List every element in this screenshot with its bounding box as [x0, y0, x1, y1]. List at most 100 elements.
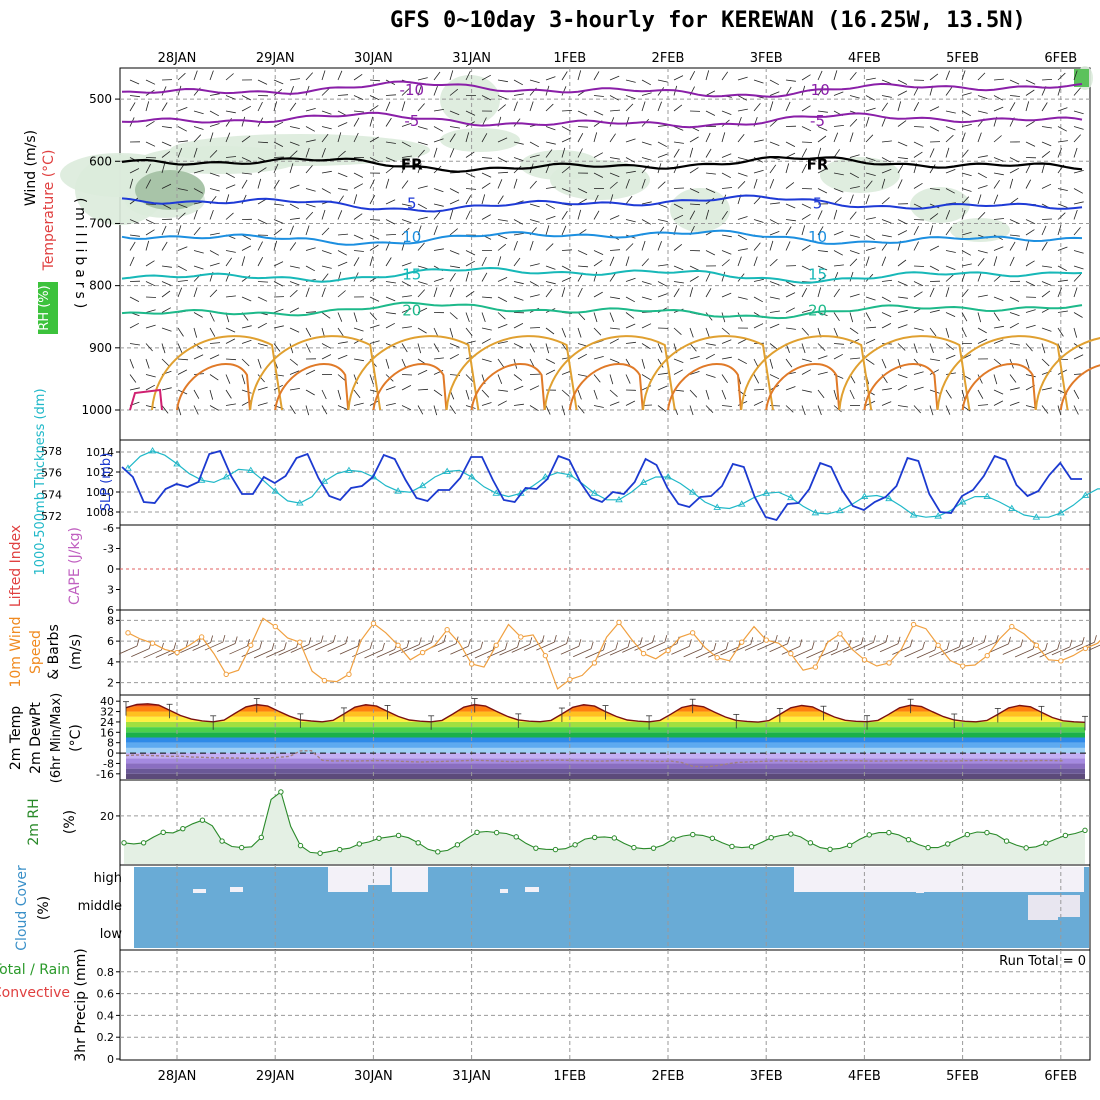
- wind-barb: [1073, 147, 1078, 158]
- wind-barb-flag: [247, 638, 250, 647]
- wind-barb-flag: [185, 640, 189, 648]
- wind-barb: [769, 323, 780, 329]
- wind-barb: [257, 167, 267, 174]
- wind-barb: [609, 249, 621, 251]
- wind-barb: [689, 147, 694, 158]
- wind-speed-point: [788, 650, 794, 657]
- wind-barb: [801, 74, 811, 81]
- wind-barb: [289, 126, 300, 129]
- wind-barb: [753, 139, 764, 143]
- wind-barb: [993, 106, 1004, 112]
- wind-barb: [145, 101, 150, 112]
- wind-barb: [225, 95, 236, 100]
- wind-barb: [337, 122, 348, 127]
- wind-barb: [641, 101, 646, 112]
- wind-barb: [401, 308, 412, 313]
- wind-barb: [705, 132, 711, 143]
- wind-barb-10m: [867, 641, 886, 651]
- wind-barb-flag: [639, 637, 643, 645]
- wind-barb: [817, 110, 828, 113]
- wind-barb: [497, 234, 508, 240]
- wind-barb: [721, 327, 730, 335]
- pressure-tick-label: 500: [89, 92, 112, 106]
- wind-barb: [193, 70, 198, 81]
- wind-barb: [1009, 322, 1019, 329]
- wind-barb: [257, 79, 268, 85]
- date-label-bottom: 1FEB: [553, 1069, 586, 1084]
- wind-barb: [481, 256, 487, 267]
- wind-barb: [705, 374, 716, 378]
- wind-barb-10m: [474, 649, 494, 659]
- cloud-cell-high: [328, 867, 368, 892]
- wind-barb: [145, 281, 156, 287]
- wind-barb: [337, 261, 348, 267]
- wind-barb: [1041, 163, 1046, 174]
- wind-barb: [737, 157, 748, 161]
- wind-barb: [225, 257, 233, 267]
- wind-barb-10m: [462, 648, 481, 658]
- thickness-point: [148, 447, 157, 454]
- wind-barb-flag: [983, 635, 987, 643]
- wind-barb: [321, 126, 332, 130]
- wind-barb: [657, 405, 667, 412]
- rh-point: [140, 840, 147, 846]
- wind-barb: [913, 343, 918, 354]
- wind-barb: [1041, 126, 1052, 129]
- wind-barb: [161, 225, 167, 236]
- wind-barb: [785, 307, 795, 313]
- wind-barb-10m: [204, 641, 224, 651]
- wind-barb: [977, 110, 988, 114]
- cloud-cell-high: [525, 887, 539, 892]
- wind-barb: [977, 404, 989, 406]
- wind-barb: [513, 141, 524, 145]
- wind-barb: [705, 389, 710, 400]
- wind-barb: [961, 263, 972, 267]
- wind-barb: [513, 233, 524, 236]
- wind-barb: [929, 164, 936, 174]
- wind-barb: [1057, 287, 1062, 298]
- wind-barb: [625, 243, 634, 251]
- wind-barb: [961, 132, 966, 143]
- wind-barb: [865, 95, 875, 101]
- wind-barb: [321, 405, 328, 415]
- thickness-point: [836, 506, 844, 514]
- wind-barb: [337, 172, 348, 178]
- wind-speed-point: [1033, 642, 1040, 648]
- wind-barb: [593, 356, 604, 360]
- wind-barb-flag: [627, 639, 631, 648]
- wind-barb-10m: [916, 649, 936, 659]
- wind-barb: [1057, 343, 1063, 353]
- wind-barb: [945, 87, 953, 96]
- wind-barb: [689, 405, 694, 416]
- wind-barb: [689, 167, 699, 174]
- wind-barb: [401, 101, 406, 112]
- wind-barb: [369, 244, 379, 251]
- wind-barb: [913, 327, 924, 331]
- wind-barb: [145, 405, 156, 409]
- wind-barb: [881, 79, 892, 85]
- date-label-bottom: 3FEB: [750, 1069, 783, 1084]
- wind-barb: [273, 240, 278, 251]
- wind-barb: [641, 258, 649, 267]
- contour-label: FR: [807, 155, 829, 173]
- wind-barb: [417, 85, 422, 96]
- wind-barb: [465, 405, 476, 409]
- wind-barb: [129, 358, 134, 369]
- wind-barb: [961, 172, 972, 177]
- wind-barb: [913, 102, 920, 112]
- wind-barb: [609, 215, 620, 220]
- wind-barb: [401, 385, 412, 391]
- wind-barb-flag: [234, 636, 238, 644]
- thickness-point: [983, 492, 992, 499]
- wind-barb: [593, 110, 604, 116]
- wind-barb: [753, 323, 764, 329]
- wind-barb: [289, 242, 297, 251]
- rh-shade-dark: [135, 170, 205, 210]
- li-tick-label: 6: [107, 604, 114, 617]
- wind-barb: [209, 150, 218, 158]
- wind-barb: [465, 151, 475, 158]
- wind-barb: [897, 164, 904, 174]
- wind-barb: [369, 324, 380, 329]
- wind-barb-10m: [1064, 643, 1083, 653]
- wind-barb-flag: [345, 636, 349, 644]
